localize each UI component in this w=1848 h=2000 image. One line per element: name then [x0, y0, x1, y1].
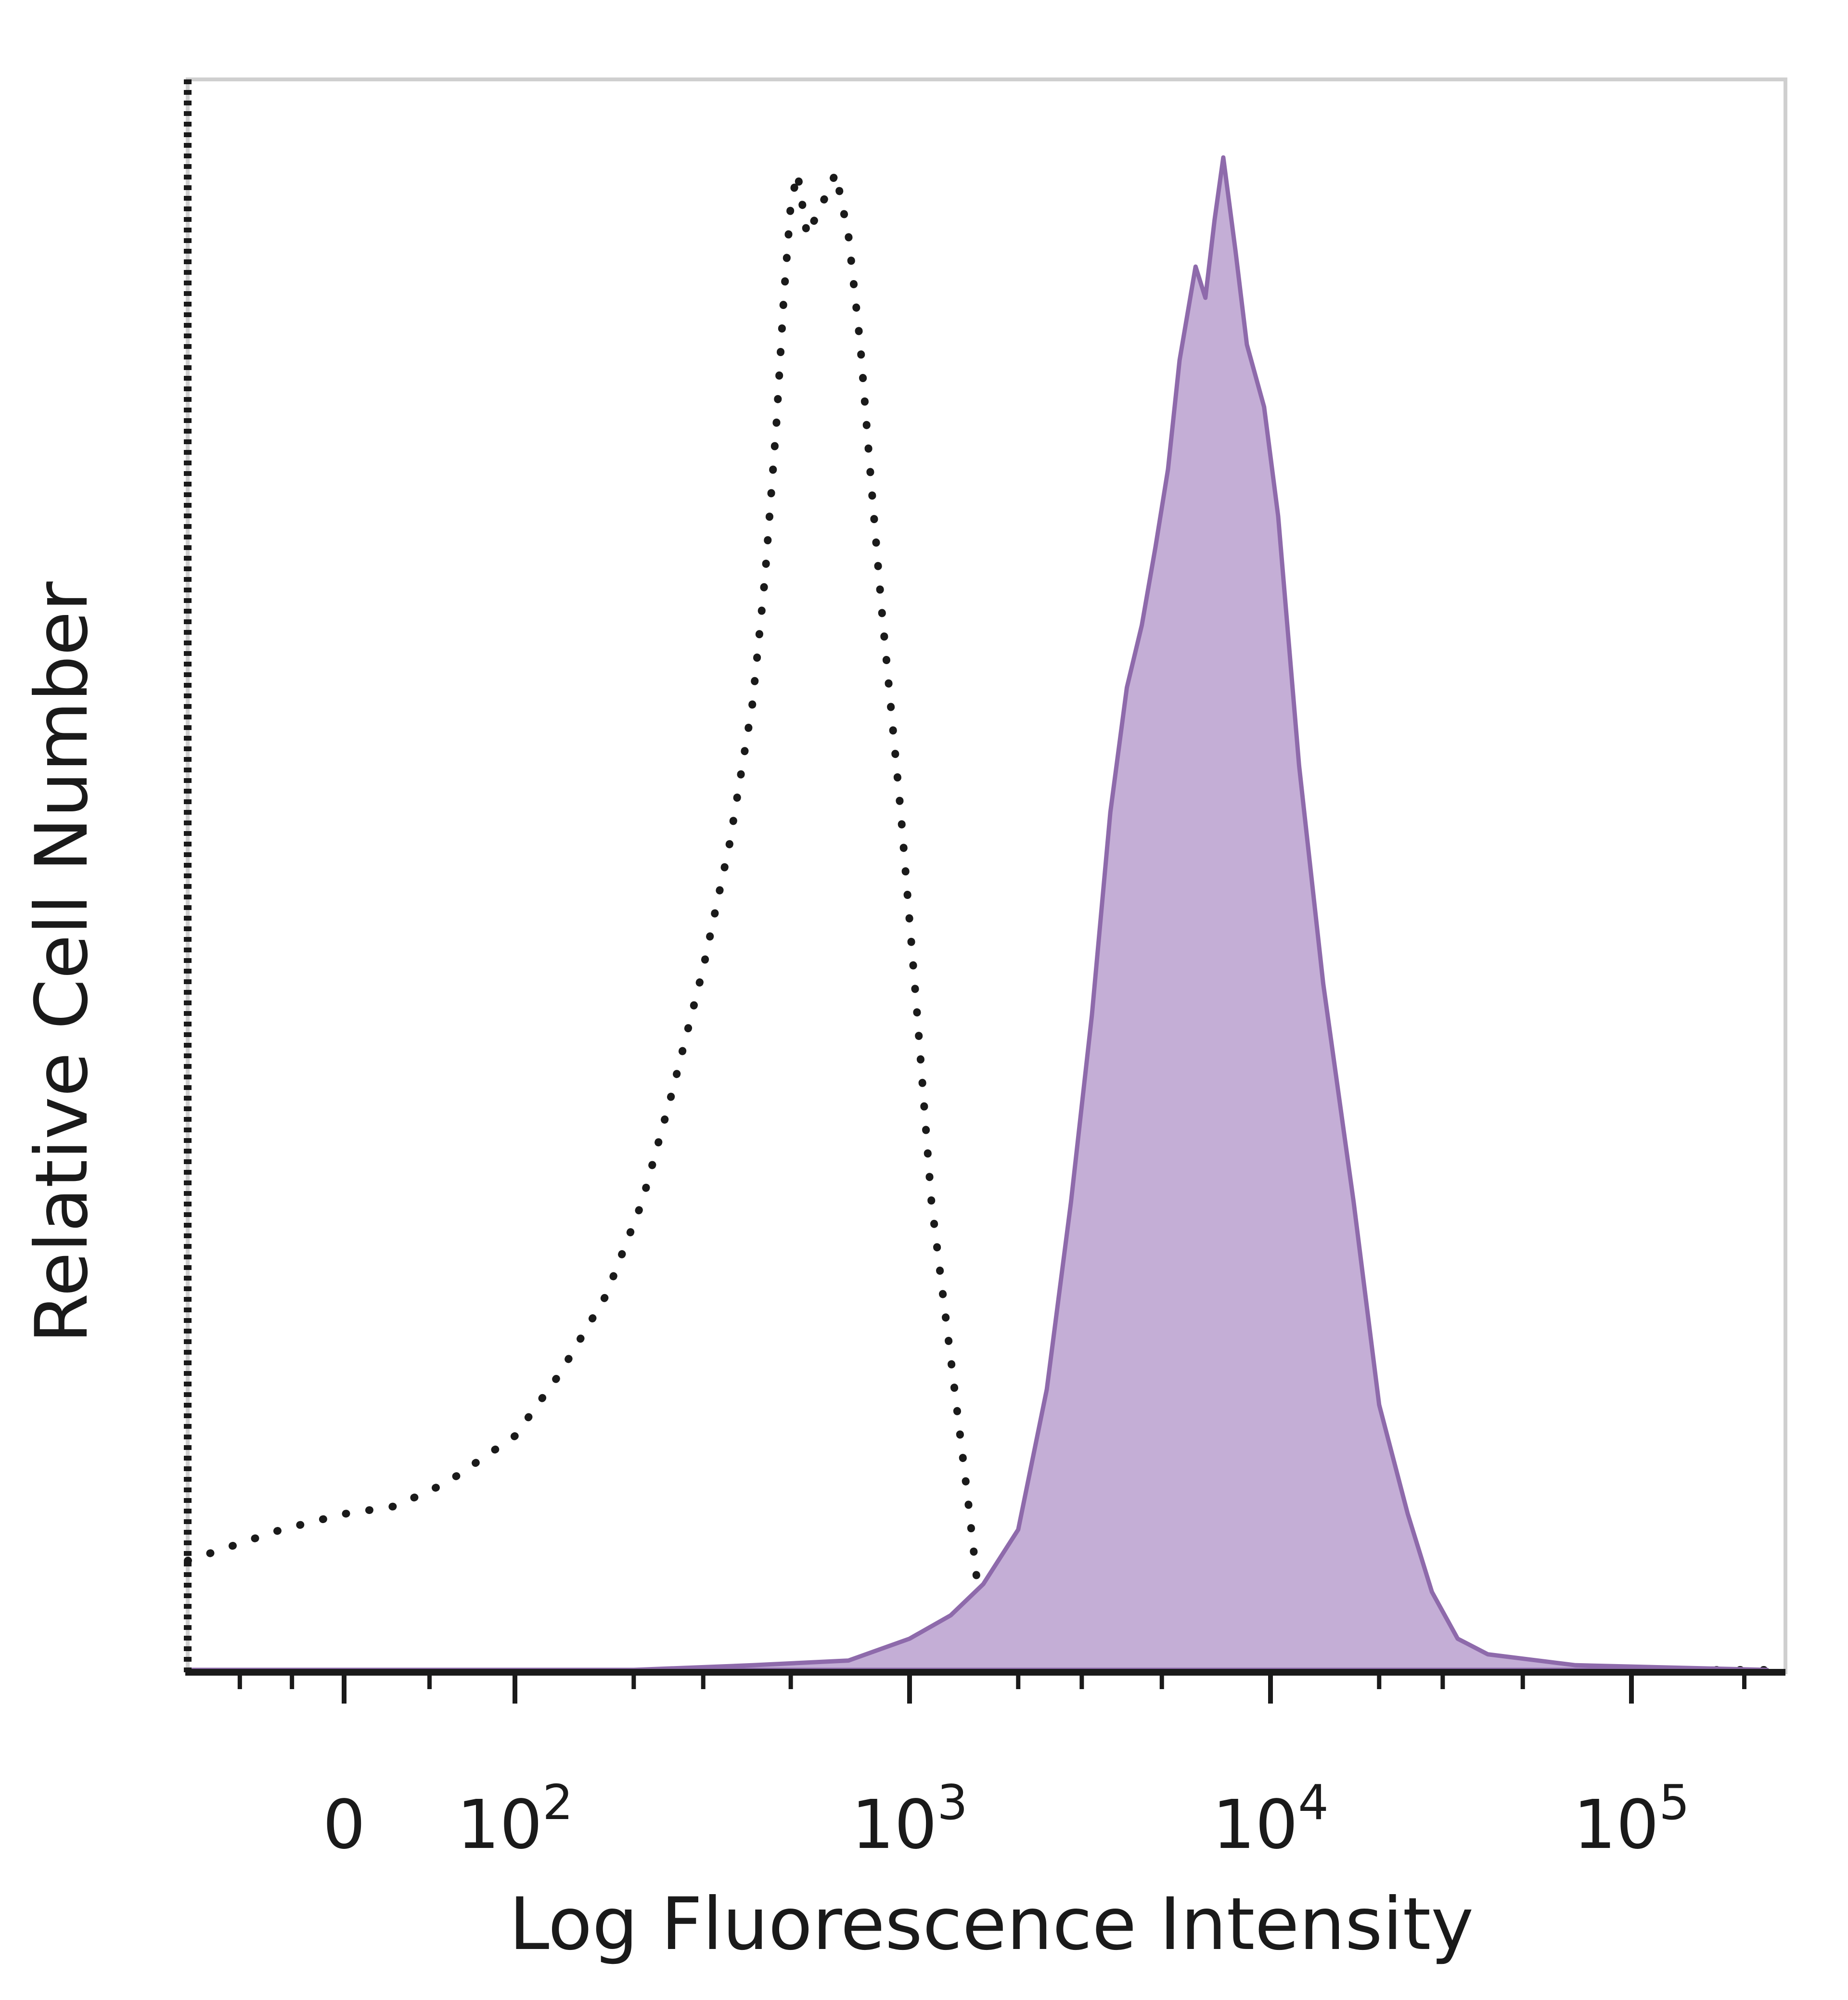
- x-tick-label: 0: [322, 1786, 365, 1864]
- y-axis-label: Relative Cell Number: [20, 581, 104, 1344]
- x-tick-label: 103: [851, 1774, 968, 1864]
- x-tick-layer: 0 102 103 104 105: [237, 1672, 1747, 1864]
- x-tick-label: 104: [1212, 1774, 1329, 1864]
- x-tick-label: 105: [1573, 1774, 1690, 1864]
- x-axis-label: Log Fluorescence Intensity: [509, 1883, 1474, 1966]
- series-layer: [184, 155, 1771, 1674]
- series-filled-histogram: [185, 155, 1770, 1672]
- x-tick-label: 102: [457, 1774, 573, 1864]
- series-dotted-histogram: [184, 160, 1771, 1674]
